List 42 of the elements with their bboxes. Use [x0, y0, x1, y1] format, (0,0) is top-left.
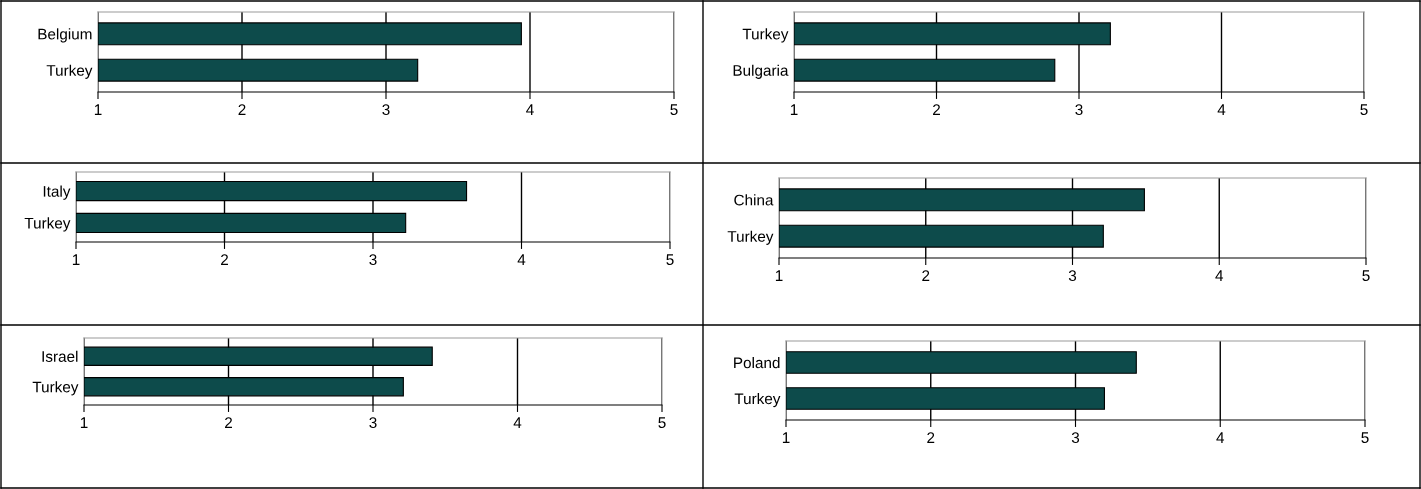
x-tick-label: 2	[922, 270, 930, 281]
x-tick-label: 3	[1075, 104, 1083, 116]
x-tick-label: 4	[526, 104, 534, 115]
x-tick-label: 5	[658, 417, 666, 429]
x-tick-label: 3	[1068, 270, 1077, 282]
x-tick-label: 5	[1362, 270, 1370, 282]
y-tick-label: Poland	[734, 357, 780, 369]
y-tick-label: Turkey	[24, 217, 71, 232]
x-tick-label: 1	[72, 254, 80, 265]
x-tick-label: 2	[238, 104, 246, 115]
x-tick-label: 1	[775, 270, 783, 281]
y-tick-label: Belgium	[38, 28, 92, 43]
y-tick-label: Bulgaria	[733, 64, 789, 79]
y-tick-label: China	[734, 194, 774, 206]
x-tick-label: 4	[1215, 270, 1224, 281]
x-tick-label: 5	[666, 254, 674, 266]
x-tick-label: 5	[670, 104, 678, 116]
y-tick-label: Turkey	[32, 381, 79, 396]
x-tick-label: 4	[513, 417, 522, 428]
x-tick-label: 1	[80, 417, 88, 428]
x-tick-label: 3	[382, 104, 390, 116]
x-tick-label: 2	[225, 417, 232, 428]
x-tick-label: 2	[927, 432, 935, 443]
x-tick-label: 1	[790, 104, 798, 115]
x-tick-label: 3	[369, 417, 377, 429]
y-tick-label: Turkey	[734, 392, 781, 408]
y-tick-label: Turkey	[46, 64, 93, 79]
y-tick-label: Turkey	[742, 28, 789, 43]
x-tick-label: 5	[1360, 104, 1368, 116]
x-tick-label: 2	[933, 104, 940, 115]
x-tick-label: 2	[221, 254, 228, 265]
x-tick-label: 5	[1361, 432, 1369, 444]
x-tick-label: 4	[1217, 104, 1226, 115]
x-tick-label: 1	[94, 104, 102, 115]
x-tick-label: 3	[1071, 432, 1080, 444]
y-tick-label: Italy	[43, 185, 71, 200]
x-tick-label: 3	[369, 254, 377, 266]
x-tick-label: 4	[517, 254, 526, 265]
y-tick-label: Turkey	[727, 230, 774, 245]
y-tick-label: Israel	[42, 350, 78, 362]
x-tick-label: 1	[782, 432, 790, 443]
x-tick-label: 4	[1216, 432, 1225, 443]
